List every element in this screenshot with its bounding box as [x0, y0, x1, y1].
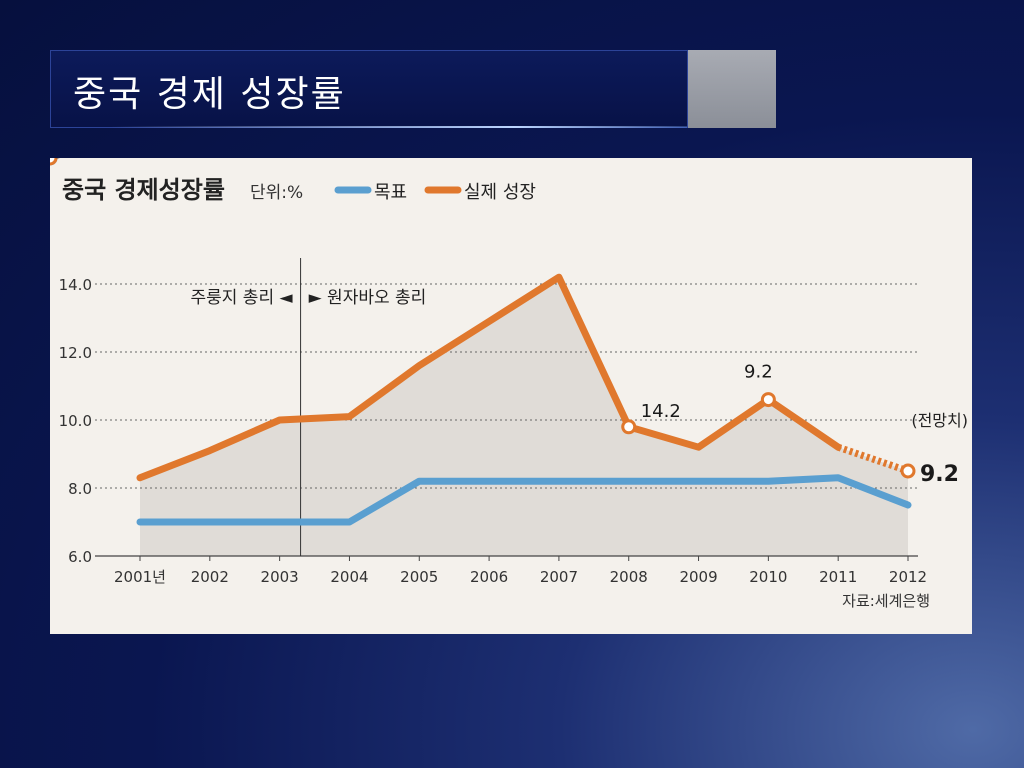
- data-label: 9.2: [920, 462, 959, 487]
- data-label: 8.5: [50, 158, 64, 163]
- data-point: [900, 463, 916, 479]
- x-tick-label: 2008: [610, 568, 648, 586]
- source-label: 자료:세계은행: [842, 592, 930, 610]
- growth-chart: 중국 경제성장률 단위:% 목표 실제 성장 6.0 8.0 10.0 12.0 14.…: [50, 158, 968, 610]
- chart-card: 중국 경제성장률 단위:% 목표 실제 성장 6.0 8.0 10.0 12.0 14.…: [50, 158, 972, 634]
- data-label: 14.2: [641, 401, 681, 422]
- legend-label-target: 목표: [374, 182, 407, 203]
- area-under-actual: [140, 277, 908, 556]
- x-tick-label: 2009: [679, 568, 717, 586]
- legend-label-actual: 실제 성장: [464, 182, 536, 203]
- data-label: 7.5: [50, 158, 64, 163]
- unit-label: 단위:%: [250, 183, 303, 203]
- slide-title: 중국 경제 성장률: [73, 74, 346, 115]
- x-tick-label: 2004: [330, 568, 368, 586]
- data-label: 9.2: [744, 362, 773, 383]
- era-right-label: ► 원자바오 총리: [309, 288, 427, 308]
- y-tick-label: 8.0: [68, 480, 92, 498]
- era-left-label: 주룽지 총리 ◄: [190, 288, 293, 308]
- x-tick-label: 2006: [470, 568, 508, 586]
- x-tick-label: 2003: [261, 568, 299, 586]
- x-tick-label: 2012: [889, 568, 927, 586]
- y-tick-label: 10.0: [59, 412, 92, 430]
- data-point: [50, 158, 58, 166]
- series-forecast-line-1: [837, 443, 910, 475]
- x-tick-label: 2002: [191, 568, 229, 586]
- data-point: [621, 419, 637, 435]
- y-tick-label: 6.0: [68, 548, 92, 566]
- title-accent-block: [688, 50, 776, 128]
- series-line-1: [136, 273, 842, 482]
- slide-title-bar: 중국 경제 성장률: [50, 50, 688, 128]
- x-tick-label: 2010: [749, 568, 787, 586]
- plot-area: 6.0 8.0 10.0 12.0 14.0 2001년 2002 2003 2004 2005 2…: [50, 158, 968, 586]
- data-point: [760, 392, 776, 408]
- x-tick-label: 2007: [540, 568, 578, 586]
- series-line-0: [136, 474, 912, 526]
- chart-title: 중국 경제성장률: [62, 176, 225, 204]
- forecast-label: (전망치): [911, 411, 968, 430]
- y-tick-label: 12.0: [59, 344, 92, 362]
- x-tick-label: 2005: [400, 568, 438, 586]
- x-tick-label: 2011: [819, 568, 857, 586]
- x-tick-label: 2001년: [114, 568, 166, 586]
- y-tick-label: 14.0: [59, 276, 92, 294]
